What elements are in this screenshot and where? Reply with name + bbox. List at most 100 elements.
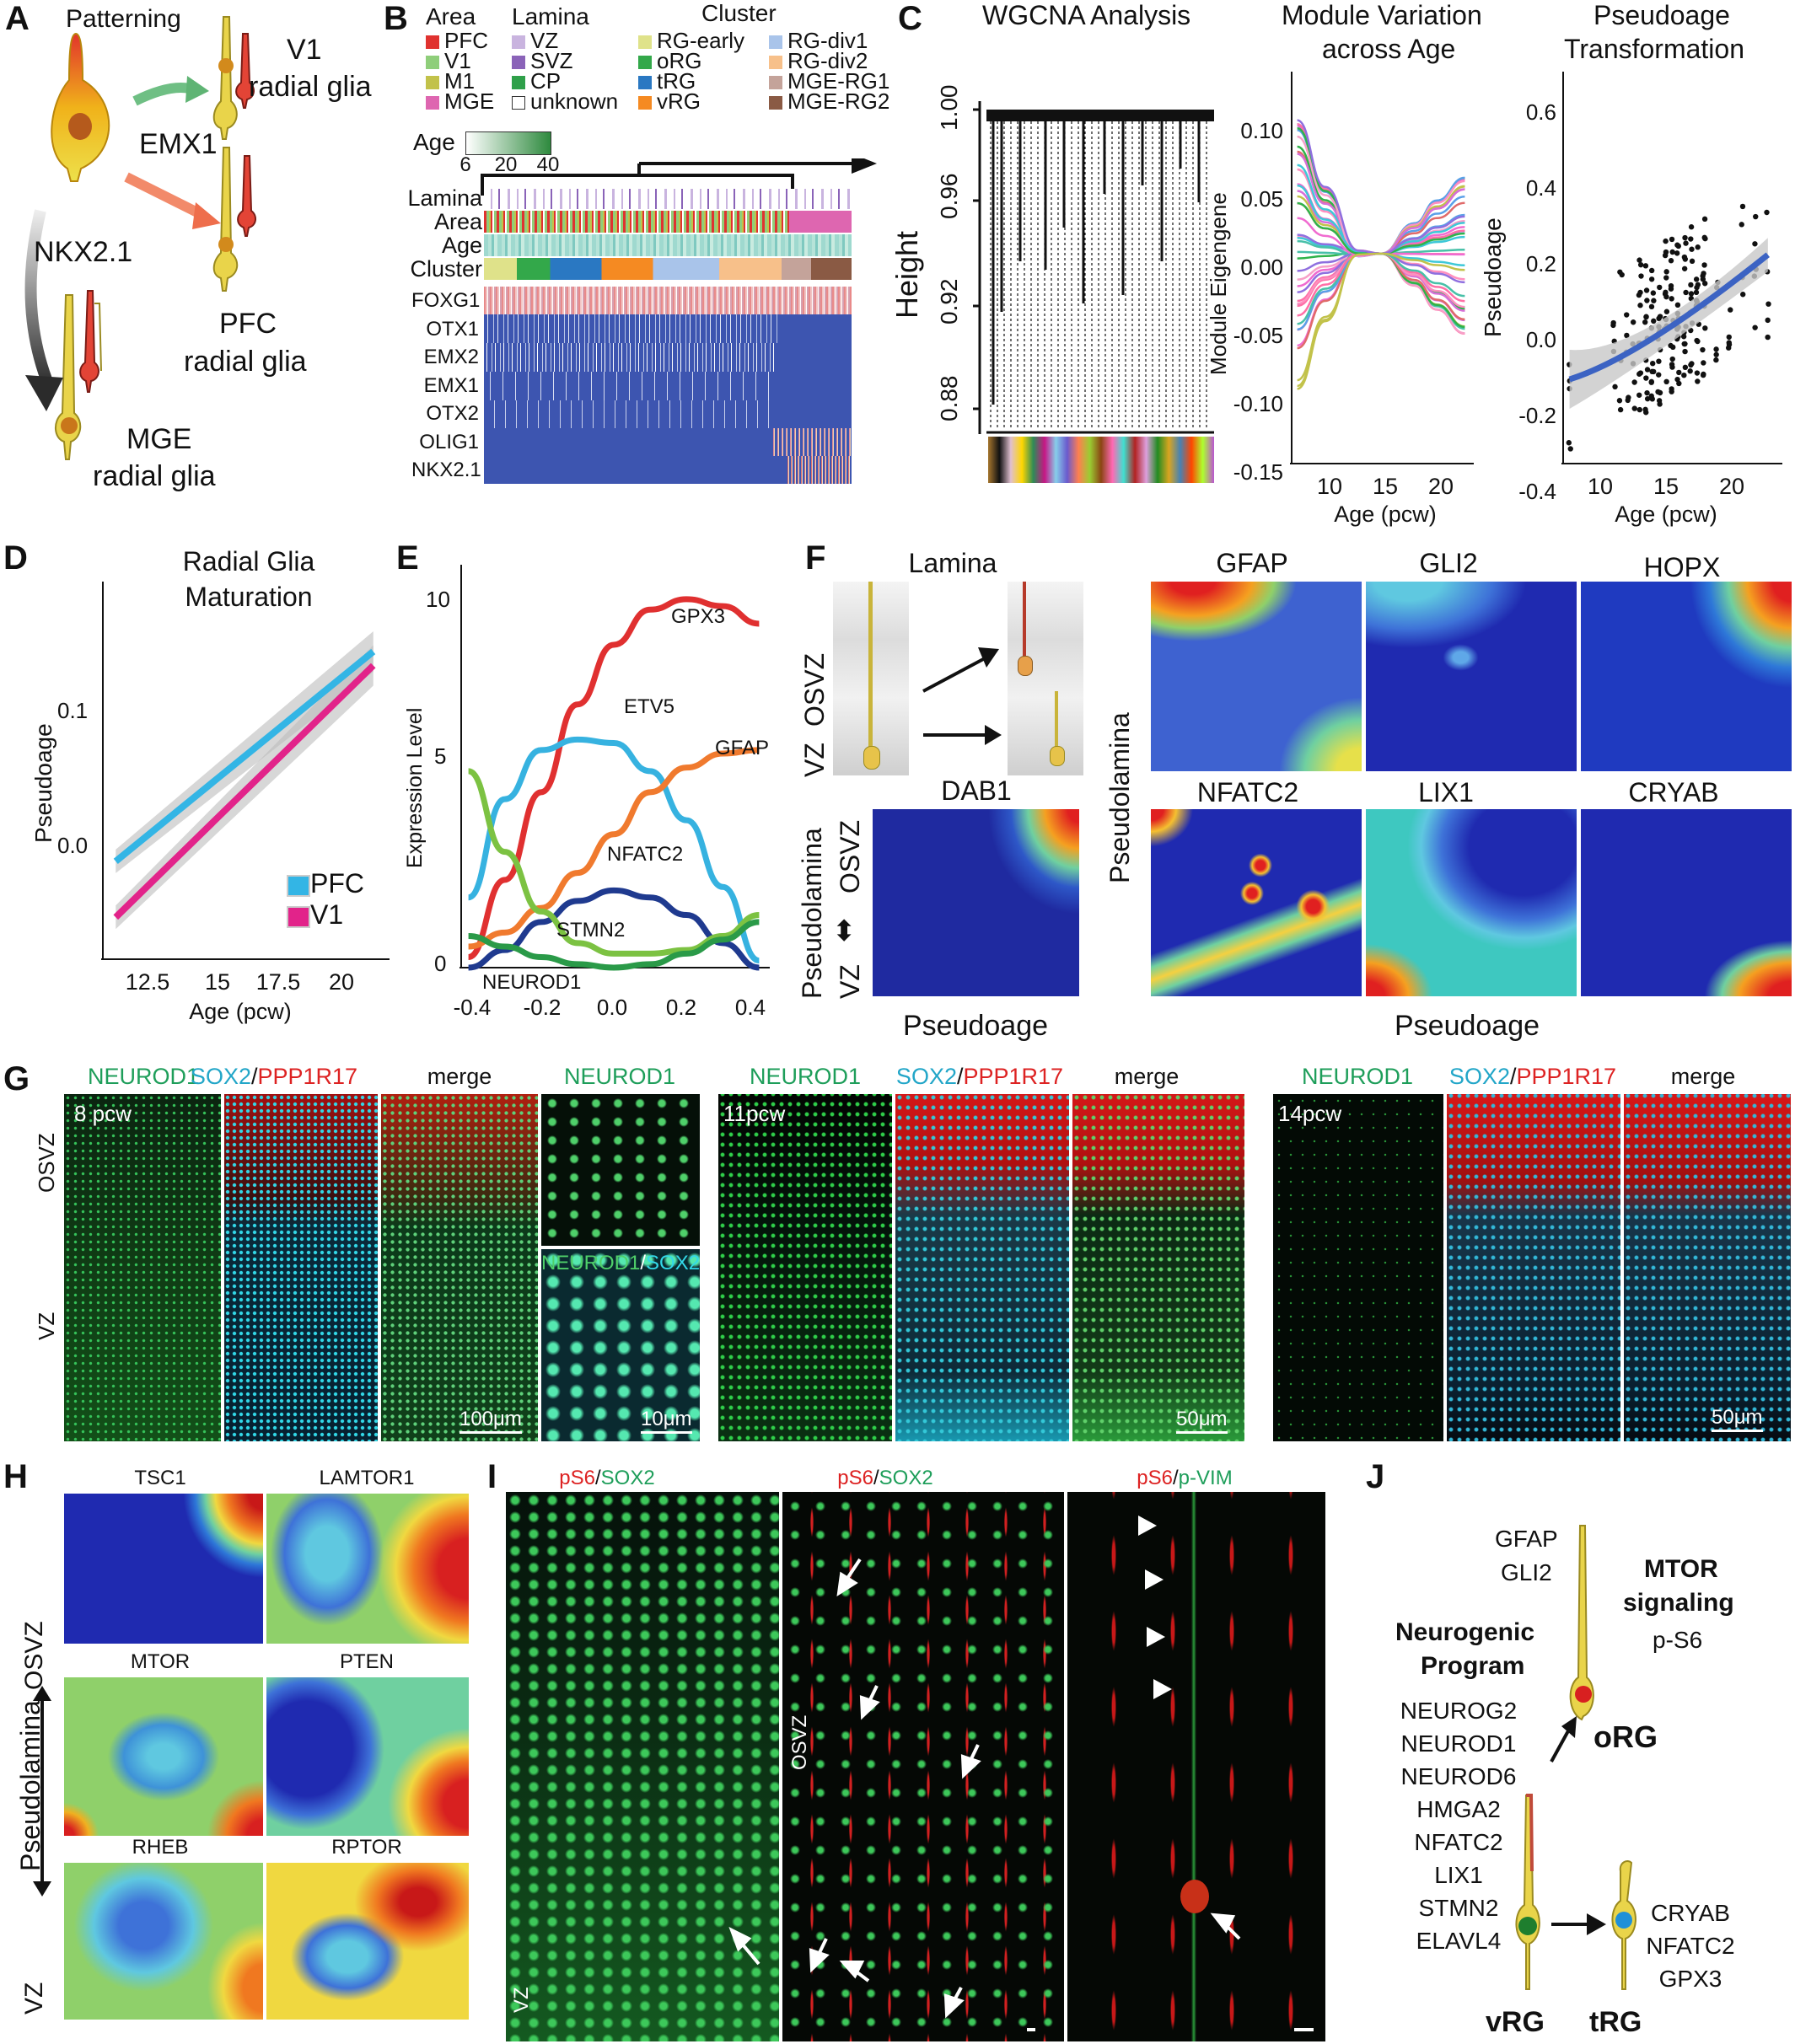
height-tick-092: 0.92 [936, 278, 962, 325]
pt-dot [1566, 440, 1572, 446]
pt-dot [1656, 315, 1662, 322]
gene-row-labels: FOXG1 OTX1 EMX2 EMX1 OTX2 OLIG1 NKX2.1 [411, 287, 481, 485]
g-head-neurod1-3: NEUROD1 [1301, 1064, 1414, 1089]
pt-dot [1651, 318, 1657, 325]
pt-ylabel: Pseudoage [1480, 217, 1506, 337]
legend-cluster-rg-div1: RG-div1 [769, 30, 889, 51]
f-osvz-label: OSVZ [799, 652, 830, 727]
h-title-rheb: RHEB [132, 1836, 189, 1859]
f-pseudolamina-label-2: Pseudolamina [1104, 712, 1135, 883]
e-series-stmn2 [467, 768, 760, 957]
e-series-etv5 [467, 736, 760, 964]
pt-xlabel: Age (pcw) [1615, 502, 1717, 527]
j-neurogenic-genes: NEUROG2 NEUROD1 NEUROD6 HMGA2 NFATC2 LIX… [1395, 1694, 1522, 1957]
pt-dot [1701, 262, 1707, 268]
mv-ytick: -0.15 [1233, 459, 1283, 485]
pt-dot [1642, 406, 1648, 413]
pt-dot [1644, 389, 1650, 396]
module-variation-title-2: across Age [1322, 34, 1456, 64]
pt-dot [1643, 375, 1649, 381]
legend-cluster-mge-rg1: MGE-RG1 [769, 70, 889, 92]
pt-dot [1637, 303, 1643, 308]
d-series-pfc [113, 648, 376, 864]
g-scale-100um: 100μm [459, 1408, 522, 1434]
d-xlabel: Age (pcw) [189, 999, 292, 1024]
pt-dot [1688, 291, 1695, 297]
pt-dot [1643, 287, 1650, 293]
pt-dot [1648, 276, 1655, 282]
heatmap-lix1 [1366, 809, 1577, 996]
mv-ytick: -0.05 [1233, 323, 1283, 348]
mv-xlabel: Age (pcw) [1334, 502, 1437, 527]
track-area-label: Area [433, 209, 482, 234]
pt-dot [1651, 298, 1657, 303]
h-title-mtor: MTOR [130, 1650, 191, 1673]
gene-expression-heatmap [484, 287, 852, 484]
panel-label-f: F [805, 539, 826, 577]
g-head-merge-1: merge [427, 1064, 492, 1089]
pt-dot [1625, 397, 1631, 404]
pt-dot [1670, 344, 1676, 351]
pt-dot [1643, 314, 1649, 319]
pt-dot [1739, 292, 1746, 298]
g-head-merge-2: merge [1114, 1064, 1180, 1089]
wgcna-title: WGCNA Analysis [982, 0, 1191, 30]
h-double-arrow-icon [33, 1686, 51, 1896]
legend-cluster-org: oRG [638, 50, 744, 72]
pt-dot [1682, 256, 1689, 262]
e-label-nfatc2: NFATC2 [607, 843, 684, 866]
pt-dot [1650, 290, 1657, 296]
height-tick-096: 0.96 [936, 173, 962, 220]
gene-label-foxg1: FOXG1 [411, 289, 481, 312]
pt-dot [1630, 319, 1636, 325]
micro-8pcw-merge [381, 1094, 538, 1441]
pt-dot [1636, 392, 1642, 398]
pt-ytick: 0.4 [1525, 175, 1556, 201]
e-xtick-m04: -0.4 [453, 995, 492, 1020]
pt-dot [1682, 234, 1688, 241]
f-osvz-label-2: OSVZ [835, 819, 865, 893]
i-head-1: pS6/SOX2 [559, 1467, 655, 1489]
legend-area-m1: M1 [426, 70, 494, 92]
gene-label-otx1: OTX1 [426, 317, 479, 341]
mv-xtick-20: 20 [1427, 474, 1454, 499]
area-legend: PFC V1 M1 MGE [426, 30, 494, 112]
pt-dot [1674, 242, 1680, 248]
d-ylabel: Pseudoage [30, 723, 56, 843]
micro-8pcw-sox2-ppp1r17 [224, 1094, 378, 1441]
pt-dot [1688, 224, 1695, 230]
j-neurogenic-1: Neurogenic [1395, 1618, 1535, 1646]
pt-dot [1648, 379, 1654, 385]
pt-xtick-15: 15 [1653, 474, 1679, 499]
cluster-legend-a: RG-early oRG tRG vRG [638, 30, 744, 112]
j-gene: NEUROD1 [1400, 1730, 1517, 1757]
mv-module-line [1297, 252, 1465, 382]
pt-dot [1695, 282, 1701, 288]
j-gene: NFATC2 [1414, 1829, 1503, 1855]
pfc-label: PFC [219, 308, 277, 340]
h-osvz-label: OSVZ [20, 1621, 48, 1690]
pt-dot [1662, 291, 1669, 297]
mv-ytick: 0.10 [1240, 118, 1283, 143]
pt-dot [1713, 351, 1719, 357]
pt-dot [1649, 396, 1655, 402]
f-vz-label: VZ [799, 743, 830, 777]
h-heatmap-rheb [64, 1863, 263, 2020]
pt-dot [1689, 258, 1696, 265]
heatmap-cryab [1581, 809, 1792, 996]
j-gfap: GFAP [1495, 1526, 1558, 1552]
panel-label-e: E [396, 539, 419, 577]
d-xtick-125: 12.5 [125, 969, 170, 995]
e-ylabel: Expression Level [403, 707, 427, 868]
j-ps6: p-S6 [1653, 1627, 1703, 1653]
pt-dot [1636, 292, 1642, 298]
f-pseudolamina-label: Pseudolamina [797, 828, 827, 999]
radial-glia-schematic [24, 16, 256, 460]
i-head-2: pS6/SOX2 [837, 1467, 933, 1489]
e-label-etv5: ETV5 [624, 695, 675, 718]
j-trg-gene: NFATC2 [1646, 1933, 1735, 1959]
double-arrow-icon: ⬍ [832, 915, 857, 947]
pt-dot [1676, 380, 1682, 387]
pt-dot [1644, 367, 1651, 373]
g-scale-50um-b: 50μm [1712, 1406, 1763, 1432]
